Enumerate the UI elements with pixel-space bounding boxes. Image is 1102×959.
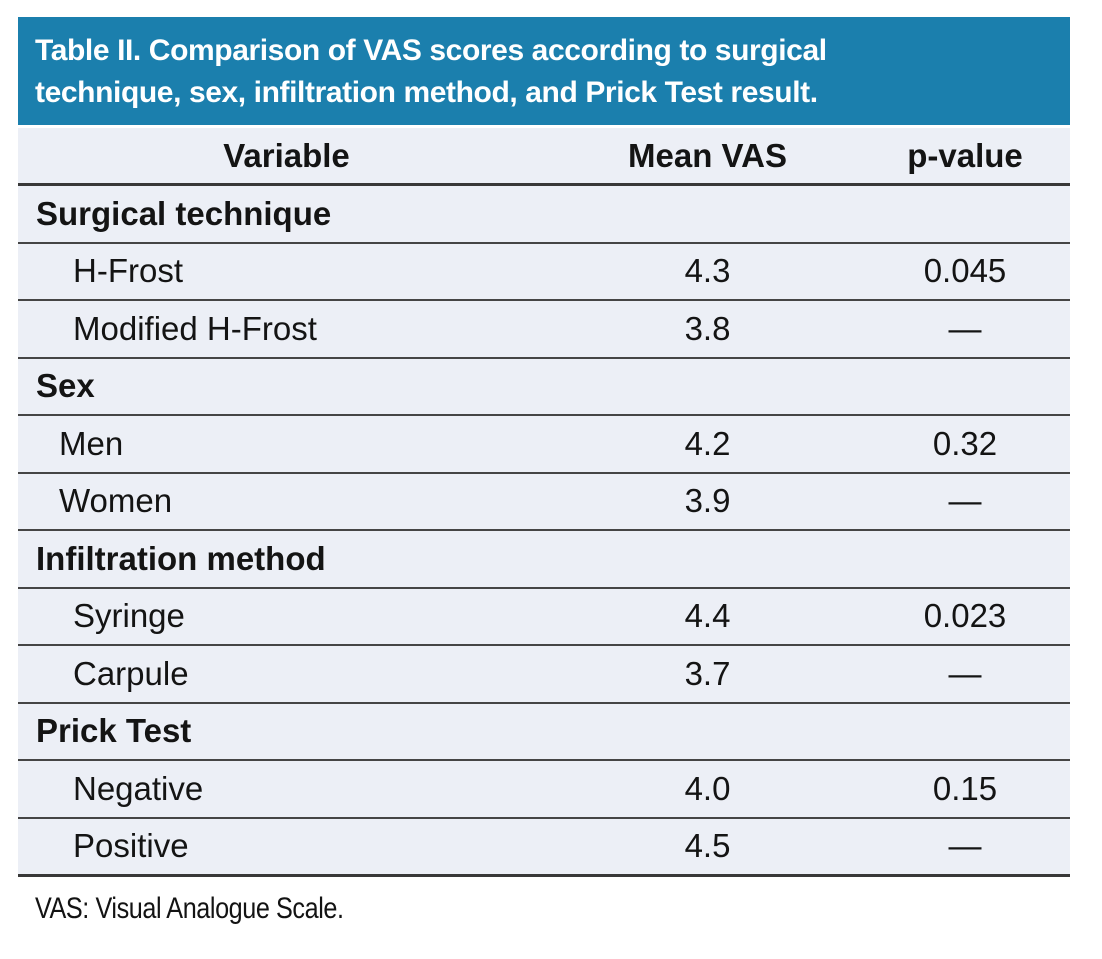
row-mean-vas-value: 3.7 xyxy=(684,654,731,692)
vas-table-figure: Table II. Comparison of VAS scores accor… xyxy=(18,17,1070,926)
table-row: Modified H-Frost 3.8 — xyxy=(18,301,1070,359)
row-p-value: — xyxy=(948,309,982,347)
table-row: Negative 4.0 0.15 xyxy=(18,761,1070,819)
table-row: Men 4.2 0.32 xyxy=(18,416,1070,474)
table-section-row: Sex xyxy=(18,358,1070,416)
row-mean-vas-value: 4.5 xyxy=(684,827,731,865)
row-mean-vas-value: 4.2 xyxy=(684,424,731,462)
table-section-row: Infiltration method xyxy=(18,531,1070,589)
table-row: H-Frost 4.3 0.045 xyxy=(18,243,1070,301)
table-row: Syringe 4.4 0.023 xyxy=(18,588,1070,646)
table-row: Carpule 3.7 — xyxy=(18,646,1070,704)
table-footnote: VAS: Visual Analogue Scale. xyxy=(35,892,344,925)
row-p-value: 0.32 xyxy=(932,424,998,462)
column-header-row: Variable Mean VAS p-value xyxy=(18,128,1070,186)
row-mean-vas-value: 4.3 xyxy=(684,252,731,290)
row-variable-label: Surgical technique xyxy=(36,194,332,232)
column-header-variable: Variable xyxy=(223,136,350,174)
row-variable-label: Syringe xyxy=(73,597,185,635)
row-p-value: 0.15 xyxy=(932,769,998,807)
table-section-row: Surgical technique xyxy=(18,186,1070,244)
row-p-value: — xyxy=(948,482,982,520)
row-p-value: — xyxy=(948,827,982,865)
table-title-line2: technique, sex, infiltration method, and… xyxy=(35,76,818,109)
row-variable-label: Prick Test xyxy=(36,712,192,750)
table-title-bar: Table II. Comparison of VAS scores accor… xyxy=(18,17,1070,125)
row-variable-label: Negative xyxy=(73,769,204,807)
row-variable-label: Men xyxy=(59,424,124,462)
row-variable-label: Sex xyxy=(36,367,95,405)
row-variable-label: Infiltration method xyxy=(36,539,326,577)
table-section-row: Prick Test xyxy=(18,703,1070,761)
row-variable-label: Positive xyxy=(73,827,189,865)
row-p-value: 0.023 xyxy=(923,597,1007,635)
table-row: Women 3.9 — xyxy=(18,473,1070,531)
vas-table: Variable Mean VAS p-value Surgical techn… xyxy=(18,128,1070,877)
table-row: Positive 4.5 — xyxy=(18,818,1070,877)
table-body: Surgical technique H-Frost 4.3 0.045 Modifie… xyxy=(18,186,1070,877)
row-p-value: 0.045 xyxy=(923,252,1007,290)
row-mean-vas-value: 4.0 xyxy=(684,769,731,807)
row-mean-vas-value: 4.4 xyxy=(684,597,731,635)
column-header-mean-vas: Mean VAS xyxy=(628,136,787,174)
row-variable-label: Modified H-Frost xyxy=(73,309,317,347)
row-mean-vas-value: 3.8 xyxy=(684,309,731,347)
row-variable-label: H-Frost xyxy=(73,252,183,290)
column-header-p-value: p-value xyxy=(907,136,1023,174)
row-p-value: — xyxy=(948,654,982,692)
table-title-line1: Table II. Comparison of VAS scores accor… xyxy=(35,34,827,67)
row-variable-label: Women xyxy=(59,482,173,520)
row-variable-label: Carpule xyxy=(73,654,189,692)
row-mean-vas-value: 3.9 xyxy=(684,482,731,520)
